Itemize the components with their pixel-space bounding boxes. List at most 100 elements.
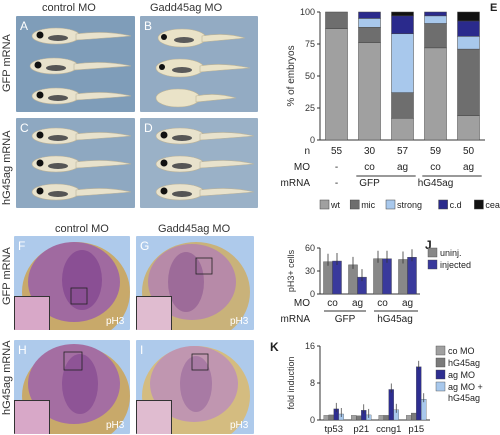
bar-segment-mic <box>358 27 381 43</box>
legend-label: hG45ag <box>448 358 480 368</box>
mo-value: - <box>335 162 338 173</box>
mo-label: MO <box>294 298 310 309</box>
y-tick-label: 0 <box>310 135 315 145</box>
legend-swatch <box>385 199 396 210</box>
embryo-image <box>142 242 250 330</box>
inset-image <box>136 296 172 330</box>
panel-letter-F: F <box>18 239 26 253</box>
legend-label: c.d <box>450 200 462 210</box>
bar-segment-strong <box>391 33 414 93</box>
bar-hG45ag <box>328 414 334 421</box>
y-tick-label: 0 <box>310 415 315 425</box>
panel-I-image: I pH3 <box>136 340 254 434</box>
n-value: 57 <box>397 146 409 157</box>
stain-label: pH3 <box>230 420 249 431</box>
inset-image <box>14 296 50 330</box>
col-label-control-mo-2: control MO <box>55 223 109 235</box>
legend-swatch <box>435 357 446 368</box>
mo-value: ag <box>397 162 408 173</box>
n-value: 30 <box>364 146 376 157</box>
panel-A-image: A <box>16 16 135 112</box>
bar-segment-strong <box>358 18 381 28</box>
mo-value: co <box>430 162 441 173</box>
panel-B-image: B <box>140 16 258 112</box>
bar-injected <box>332 260 342 295</box>
legend-swatch <box>435 369 446 380</box>
row-label-gfp-mrna: GFP mRNA <box>1 34 13 92</box>
panel-H-image: H pH3 <box>14 340 130 434</box>
mo-value: co <box>377 298 388 309</box>
legend-swatch <box>427 247 438 258</box>
legend-label: wt <box>330 200 340 210</box>
tadpole-image <box>29 27 132 105</box>
legend-label: ceac <box>485 200 500 210</box>
legend-swatch <box>435 381 446 392</box>
y-tick-label: 75 <box>305 39 315 49</box>
bar-segment-c.d <box>358 11 381 19</box>
tadpole-image <box>155 28 251 108</box>
panel-G-image: G pH3 <box>136 236 254 330</box>
bar-segment-wt <box>325 28 348 141</box>
chart-K: 0 8 16 fold induction tp53 p21 ccng1 p15 co MO hG… <box>286 341 483 435</box>
bar-segment-mic <box>424 23 447 49</box>
stain-label: pH3 <box>106 420 125 431</box>
panel-letter-G: G <box>140 239 150 253</box>
bar-segment-wt <box>358 42 381 141</box>
bar-segment-ceac <box>457 11 480 22</box>
legend-label: uninj. <box>440 248 462 258</box>
legend-swatch <box>319 199 330 210</box>
y-tick-label: 0 <box>310 289 315 299</box>
bar-ag MO <box>416 366 422 421</box>
bar-segment-wt <box>457 115 480 141</box>
bar-uninj. <box>373 258 383 295</box>
bar-injected <box>382 258 392 295</box>
mo-label: MO <box>294 162 310 173</box>
y-tick-label: 30 <box>305 266 315 276</box>
panel-letter-D: D <box>144 121 153 135</box>
bar-co MO <box>351 415 357 421</box>
legend-label: strong <box>397 200 422 210</box>
y-tick-label: 100 <box>300 7 315 17</box>
panel-C-image: C <box>16 118 135 208</box>
y-tick-label: 25 <box>305 103 315 113</box>
bar-segment-mic <box>325 11 348 29</box>
col-label-gadd45ag-mo: Gadd45ag MO <box>150 2 223 14</box>
bar-segment-c.d <box>424 11 447 17</box>
category-label: ccng1 <box>376 424 401 435</box>
col-label-gadd45ag-mo-2: Gadd45ag MO <box>158 223 231 235</box>
y-tick-label: 8 <box>310 378 315 388</box>
panel-letter-H: H <box>18 343 27 357</box>
legend-label: ag MO + <box>448 382 483 392</box>
mo-value: co <box>327 298 338 309</box>
legend-swatch <box>474 199 484 210</box>
bar-uninj. <box>323 261 333 295</box>
mo-value: ag <box>463 162 474 173</box>
panel-F-image: F pH3 <box>14 236 130 330</box>
inset-image <box>136 400 172 434</box>
mo-value: ag <box>352 298 363 309</box>
legend-swatch <box>435 345 446 356</box>
tadpole-image <box>31 127 132 201</box>
bar-co MO <box>323 415 329 421</box>
bar-segment-strong <box>457 36 480 50</box>
bar-co MO <box>406 415 412 421</box>
mrna-label: mRNA <box>281 314 311 325</box>
row-label-hg45ag-mrna-2: hG45ag mRNA <box>1 340 13 415</box>
legend-label: co MO <box>448 346 475 356</box>
mrna-group: GFP <box>335 314 356 325</box>
panel-letter-K: K <box>270 340 279 354</box>
n-value: 59 <box>430 146 442 157</box>
mrna-label: mRNA <box>281 178 311 189</box>
y-tick-label: 50 <box>305 71 315 81</box>
mo-value: co <box>364 162 375 173</box>
bar-injected <box>407 257 417 295</box>
bar-uninj. <box>398 259 408 295</box>
bar-segment-mic <box>391 92 414 119</box>
legend-swatch <box>349 199 360 210</box>
panel-letter-I: I <box>140 343 144 357</box>
n-value: 50 <box>463 146 475 157</box>
bar-hG45ag <box>383 415 389 421</box>
bar-segment-mic <box>457 48 480 116</box>
legend-swatch <box>427 259 438 270</box>
legend-swatch <box>438 199 448 210</box>
